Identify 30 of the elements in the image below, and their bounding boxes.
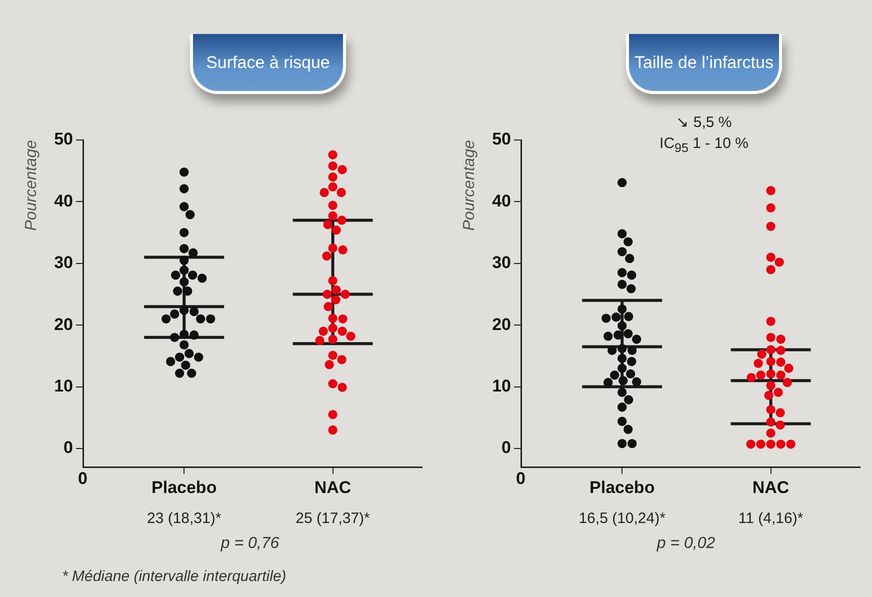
text: 25 (17,37)* — [294, 510, 371, 527]
y-tick-label: 20 — [54, 314, 73, 334]
chart-title: Taille de l’infarctus — [626, 34, 782, 94]
text: * Médiane (intervalle interquartile) — [62, 568, 286, 585]
y-tick-label: 0 — [502, 438, 511, 458]
text: p = 0,02 — [656, 535, 716, 553]
text: p = 0,76 — [220, 535, 280, 553]
y-axis-title: Pourcentage — [461, 140, 478, 231]
y-tick-label: 30 — [492, 253, 511, 272]
y-tick-label: 40 — [54, 191, 73, 210]
text: 0 — [78, 469, 88, 489]
x-tick-label: Placebo — [590, 478, 655, 497]
x-tick-label: Placebo — [152, 478, 217, 497]
text: 0 — [516, 469, 526, 489]
text: 23 (18,31)* — [146, 510, 222, 527]
y-tick-label: 10 — [492, 376, 511, 396]
y-tick-label: 20 — [492, 314, 511, 334]
text: 16,5 (10,24)* — [578, 510, 666, 527]
y-tick-label: 50 — [492, 130, 511, 149]
y-tick-label: 0 — [64, 438, 73, 458]
y-tick-label: 10 — [54, 376, 73, 396]
chart-title: Surface à risque — [190, 34, 346, 94]
text: 11 (4,16)* — [737, 510, 804, 527]
y-axis-title: Pourcentage — [23, 140, 40, 231]
y-tick-label: 50 — [54, 130, 73, 149]
chart-subtitle: ↘ 5,5 % IC$_{95}$ 1 - 10 % — [658, 113, 750, 157]
x-tick-label: NAC — [752, 478, 790, 497]
x-tick-label: NAC — [314, 478, 352, 497]
y-tick-label: 30 — [54, 253, 73, 272]
y-tick-label: 40 — [492, 191, 511, 210]
